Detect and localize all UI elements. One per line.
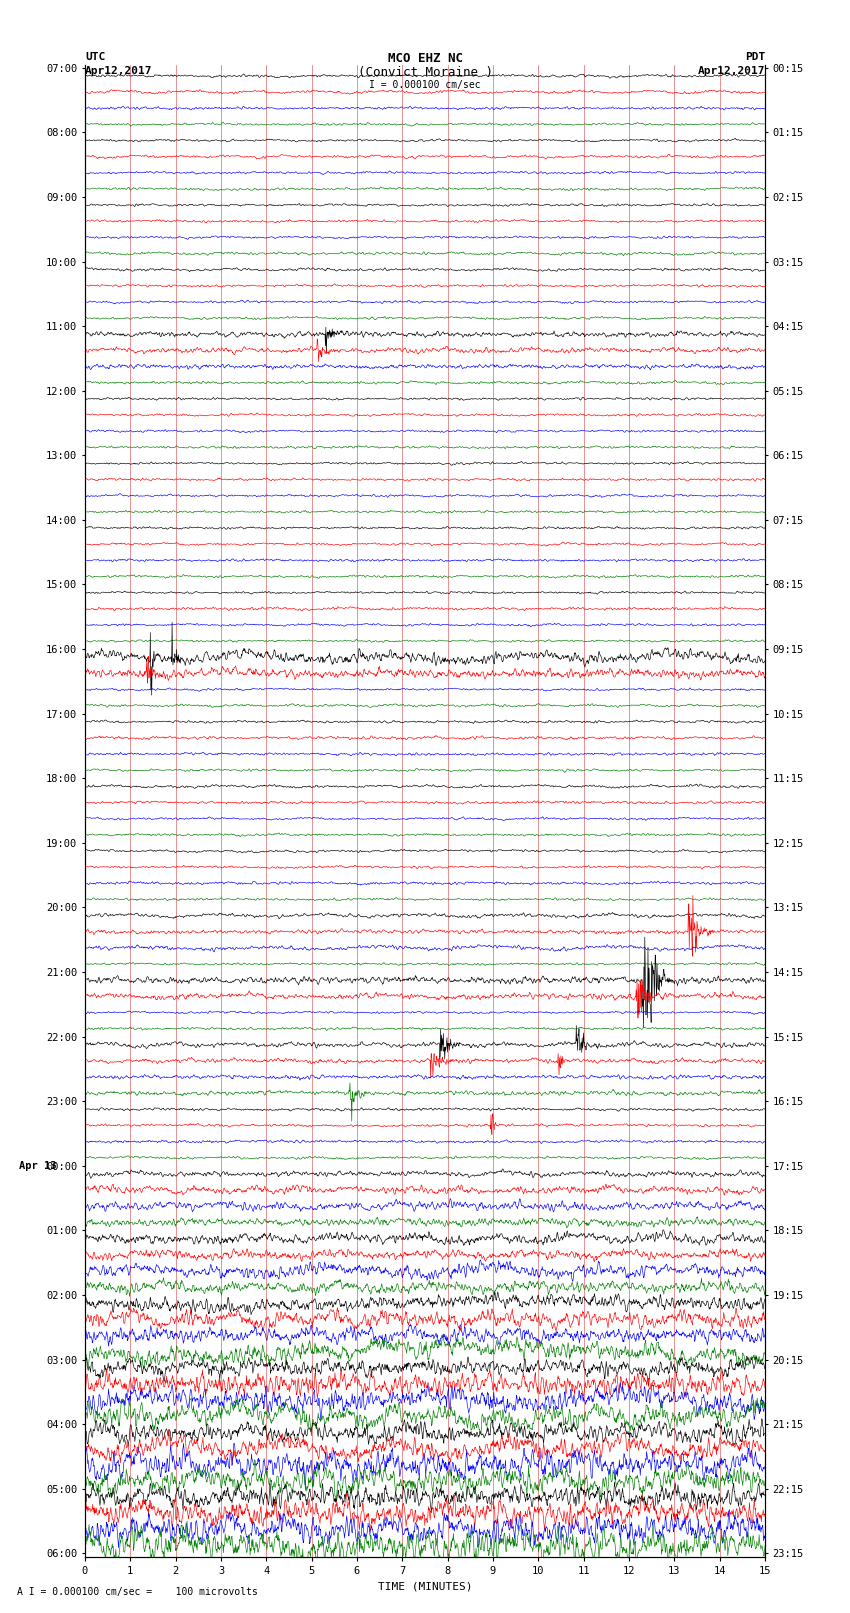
Text: A I = 0.000100 cm/sec =    100 microvolts: A I = 0.000100 cm/sec = 100 microvolts — [17, 1587, 258, 1597]
X-axis label: TIME (MINUTES): TIME (MINUTES) — [377, 1581, 473, 1590]
Text: (Convict Moraine ): (Convict Moraine ) — [358, 66, 492, 79]
Text: Apr12,2017: Apr12,2017 — [698, 66, 765, 76]
Text: PDT: PDT — [745, 52, 765, 61]
Text: Apr12,2017: Apr12,2017 — [85, 66, 152, 76]
Text: MCO EHZ NC: MCO EHZ NC — [388, 52, 462, 65]
Text: Apr 13: Apr 13 — [20, 1161, 57, 1171]
Text: UTC: UTC — [85, 52, 105, 61]
Text: I = 0.000100 cm/sec: I = 0.000100 cm/sec — [369, 79, 481, 90]
